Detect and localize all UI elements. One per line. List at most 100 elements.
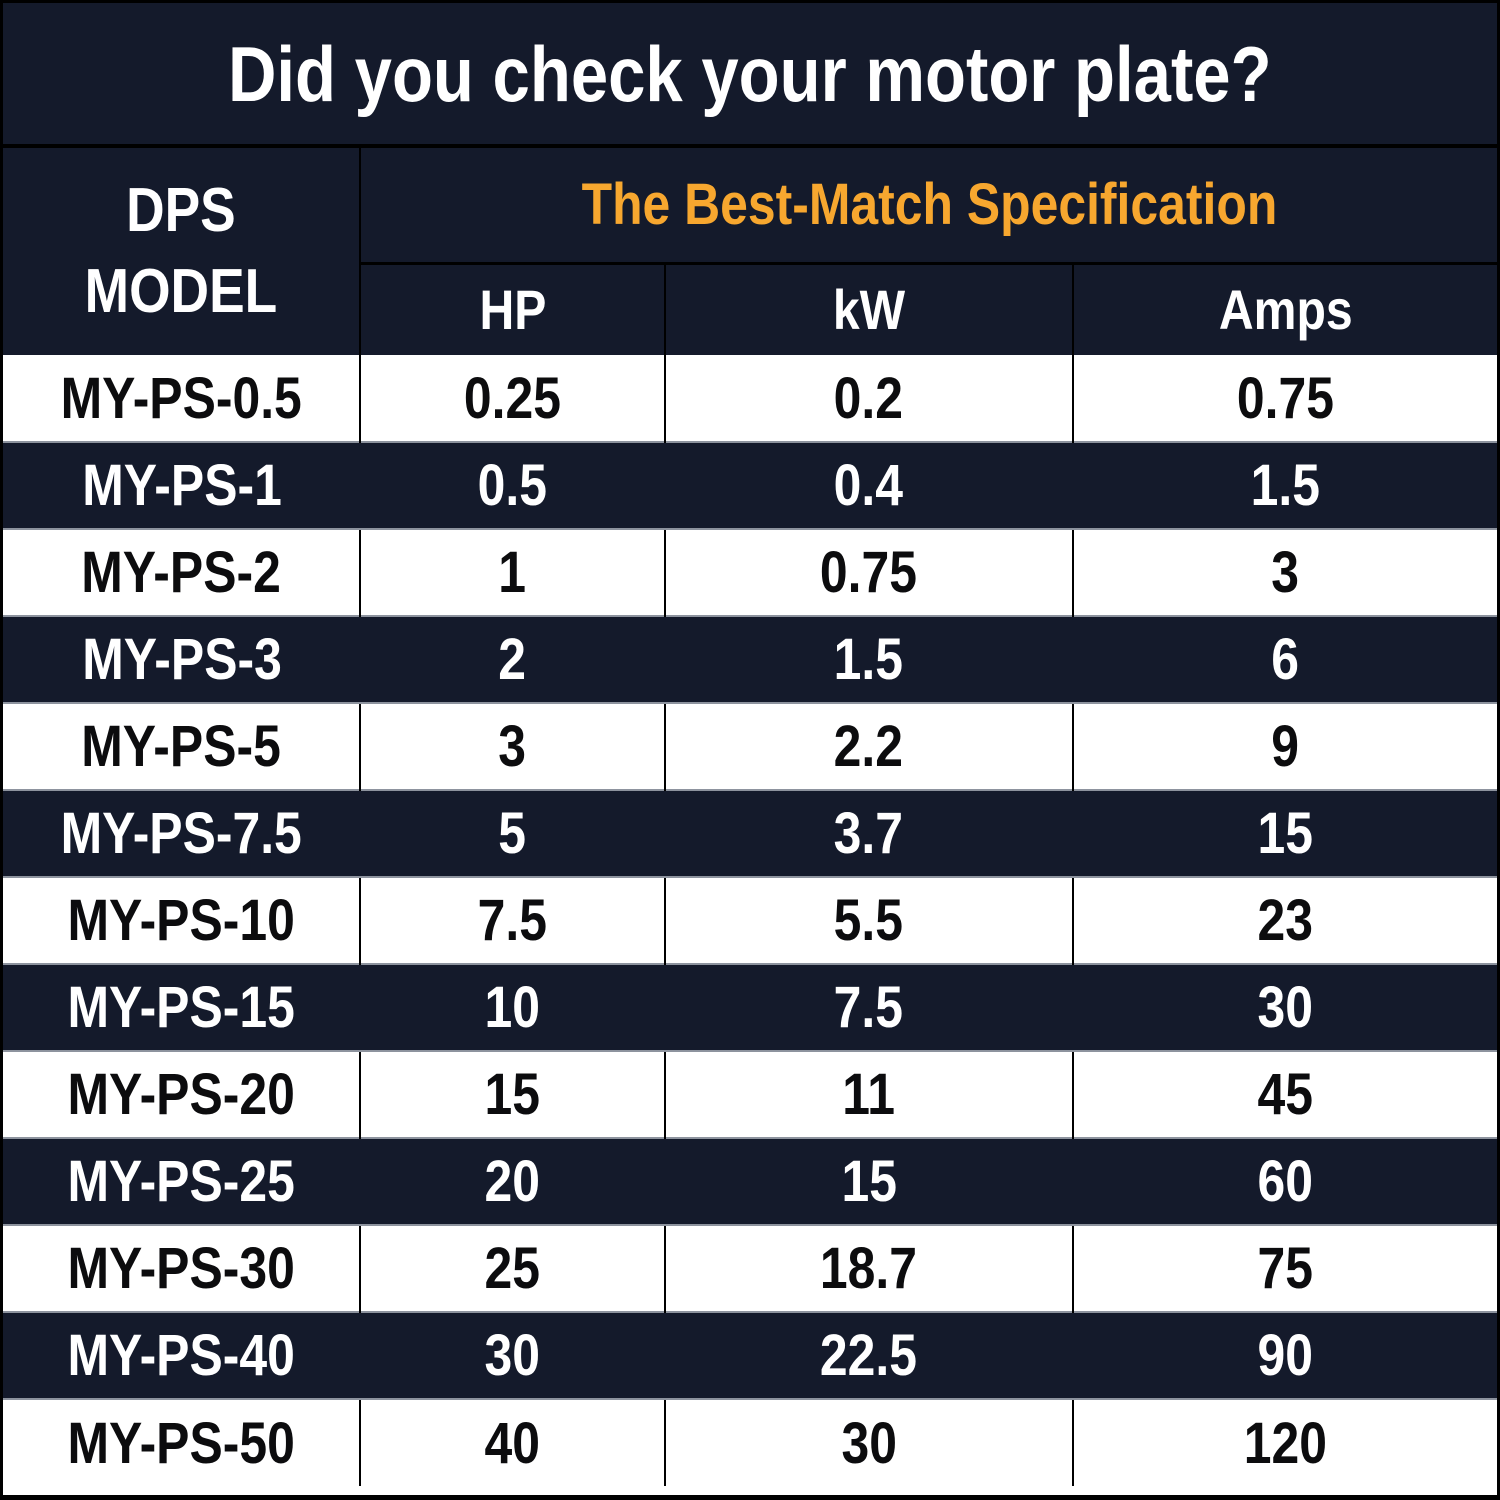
cell-hp: 25 <box>359 1224 665 1312</box>
cell-amps-label: 1.5 <box>1250 453 1320 518</box>
cell-kw-label: 2.2 <box>834 714 904 779</box>
cell-hp: 7.5 <box>359 876 665 964</box>
cell-model: MY-PS-25 <box>3 1137 361 1225</box>
table-row: MY-PS-50 40 30 120 <box>3 1398 1497 1486</box>
table-row: MY-PS-5 3 2.2 9 <box>3 702 1497 790</box>
cell-model-label: MY-PS-50 <box>67 1410 295 1476</box>
cell-kw: 3.7 <box>664 789 1073 877</box>
cell-model-label: MY-PS-0.5 <box>60 365 302 431</box>
cell-kw-label: 30 <box>841 1410 897 1476</box>
cell-amps: 1.5 <box>1072 441 1497 529</box>
cell-amps-label: 60 <box>1257 1149 1313 1214</box>
cell-hp-label: 15 <box>484 1062 541 1127</box>
cell-hp: 2 <box>360 615 665 703</box>
cell-amps-label: 45 <box>1257 1062 1314 1127</box>
cell-hp: 20 <box>360 1137 665 1225</box>
cell-hp-label: 40 <box>484 1410 541 1476</box>
column-header-kw-label: kW <box>832 278 905 342</box>
cell-model-label: MY-PS-20 <box>67 1062 295 1127</box>
spec-table-head: DPS MODEL The Best-Match Specification H… <box>3 148 1497 355</box>
column-header-hp-label: HP <box>478 278 546 342</box>
cell-kw-label: 3.7 <box>834 801 904 866</box>
table-row: MY-PS-2 1 0.75 3 <box>3 528 1497 616</box>
cell-amps: 23 <box>1071 876 1497 964</box>
cell-kw-label: 0.4 <box>834 453 904 518</box>
cell-kw-label: 7.5 <box>834 975 904 1040</box>
cell-kw-label: 0.75 <box>820 540 918 605</box>
spec-table: DPS MODEL The Best-Match Specification H… <box>3 148 1497 1486</box>
cell-hp-label: 25 <box>484 1236 541 1301</box>
cell-amps: 120 <box>1071 1398 1497 1486</box>
cell-amps: 15 <box>1072 789 1497 877</box>
cell-model-label: MY-PS-25 <box>67 1149 296 1214</box>
cell-model: MY-PS-0.5 <box>3 355 361 442</box>
spec-group-header-label: The Best-Match Specification <box>581 172 1277 238</box>
cell-kw: 5.5 <box>663 876 1073 964</box>
spec-group-header: The Best-Match Specification <box>359 148 1497 265</box>
cell-model-label: MY-PS-2 <box>81 540 281 605</box>
cell-kw: 0.2 <box>663 355 1073 442</box>
title-bar: Did you check your motor plate? <box>3 3 1497 148</box>
cell-hp-label: 7.5 <box>477 888 548 953</box>
cell-model-label: MY-PS-10 <box>67 888 295 953</box>
cell-model: MY-PS-7.5 <box>3 789 361 877</box>
cell-amps-label: 0.75 <box>1236 365 1334 431</box>
cell-kw-label: 18.7 <box>820 1236 918 1301</box>
cell-kw: 0.4 <box>664 441 1073 529</box>
cell-hp-label: 1 <box>498 540 527 605</box>
cell-model: MY-PS-10 <box>3 876 361 964</box>
cell-kw: 30 <box>663 1398 1073 1486</box>
cell-amps: 9 <box>1071 702 1497 790</box>
table-row: MY-PS-3 2 1.5 6 <box>3 615 1497 703</box>
column-header-model-label: DPS MODEL <box>84 175 278 326</box>
cell-hp: 15 <box>359 1050 665 1138</box>
cell-amps-label: 30 <box>1257 975 1313 1040</box>
cell-kw-label: 5.5 <box>834 888 904 953</box>
cell-hp: 30 <box>360 1311 665 1399</box>
table-row: MY-PS-1 0.5 0.4 1.5 <box>3 441 1497 529</box>
cell-hp-label: 20 <box>484 1149 541 1214</box>
table-row: MY-PS-10 7.5 5.5 23 <box>3 876 1497 964</box>
cell-model-label: MY-PS-7.5 <box>60 801 303 866</box>
cell-kw: 22.5 <box>664 1311 1073 1399</box>
header-row-units: HP kW Amps <box>3 263 1497 355</box>
cell-model: MY-PS-15 <box>3 963 361 1051</box>
cell-hp-label: 0.5 <box>477 453 548 518</box>
table-row: MY-PS-40 30 22.5 90 <box>3 1311 1497 1399</box>
cell-model: MY-PS-1 <box>3 441 361 529</box>
cell-hp: 3 <box>359 702 665 790</box>
cell-model-label: MY-PS-30 <box>67 1236 295 1301</box>
table-row: MY-PS-20 15 11 45 <box>3 1050 1497 1138</box>
header-row-top: DPS MODEL The Best-Match Specification <box>3 148 1497 355</box>
cell-model-label: MY-PS-15 <box>67 975 296 1040</box>
cell-kw: 1.5 <box>664 615 1073 703</box>
cell-amps: 6 <box>1072 615 1497 703</box>
cell-kw-label: 1.5 <box>834 627 904 692</box>
cell-kw: 0.75 <box>663 528 1073 616</box>
cell-amps: 30 <box>1072 963 1497 1051</box>
cell-amps: 60 <box>1072 1137 1497 1225</box>
cell-amps-label: 90 <box>1257 1323 1313 1388</box>
cell-amps-label: 3 <box>1271 540 1300 605</box>
cell-amps-label: 15 <box>1257 801 1313 866</box>
cell-hp-label: 2 <box>498 627 527 692</box>
table-row: MY-PS-15 10 7.5 30 <box>3 963 1497 1051</box>
cell-model-label: MY-PS-5 <box>81 714 281 779</box>
column-header-hp: HP <box>359 263 665 355</box>
cell-kw-label: 22.5 <box>820 1323 918 1388</box>
table-row: MY-PS-7.5 5 3.7 15 <box>3 789 1497 877</box>
cell-hp-label: 0.25 <box>463 365 561 431</box>
cell-model: MY-PS-40 <box>3 1311 361 1399</box>
cell-hp-label: 3 <box>498 714 527 779</box>
table-row: MY-PS-0.5 0.25 0.2 0.75 <box>3 355 1497 442</box>
column-header-amps: Amps <box>1071 263 1497 355</box>
cell-hp-label: 5 <box>498 801 527 866</box>
cell-amps-label: 120 <box>1243 1410 1327 1476</box>
cell-hp-label: 30 <box>484 1323 541 1388</box>
cell-model: MY-PS-20 <box>3 1050 361 1138</box>
cell-hp-label: 10 <box>484 975 541 1040</box>
page-title: Did you check your motor plate? <box>228 29 1272 118</box>
cell-amps: 3 <box>1071 528 1497 616</box>
table-row: MY-PS-25 20 15 60 <box>3 1137 1497 1225</box>
